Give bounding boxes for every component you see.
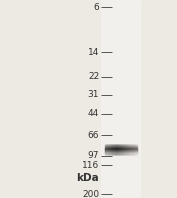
Text: 6: 6 <box>93 3 99 12</box>
Text: 66: 66 <box>88 131 99 140</box>
Text: 44: 44 <box>88 109 99 118</box>
Text: 116: 116 <box>82 161 99 170</box>
Text: 97: 97 <box>88 151 99 160</box>
Text: kDa: kDa <box>76 173 99 183</box>
Text: 31: 31 <box>88 90 99 99</box>
Text: 200: 200 <box>82 190 99 198</box>
Text: 22: 22 <box>88 72 99 81</box>
Text: 14: 14 <box>88 48 99 57</box>
Bar <box>101 0 140 198</box>
